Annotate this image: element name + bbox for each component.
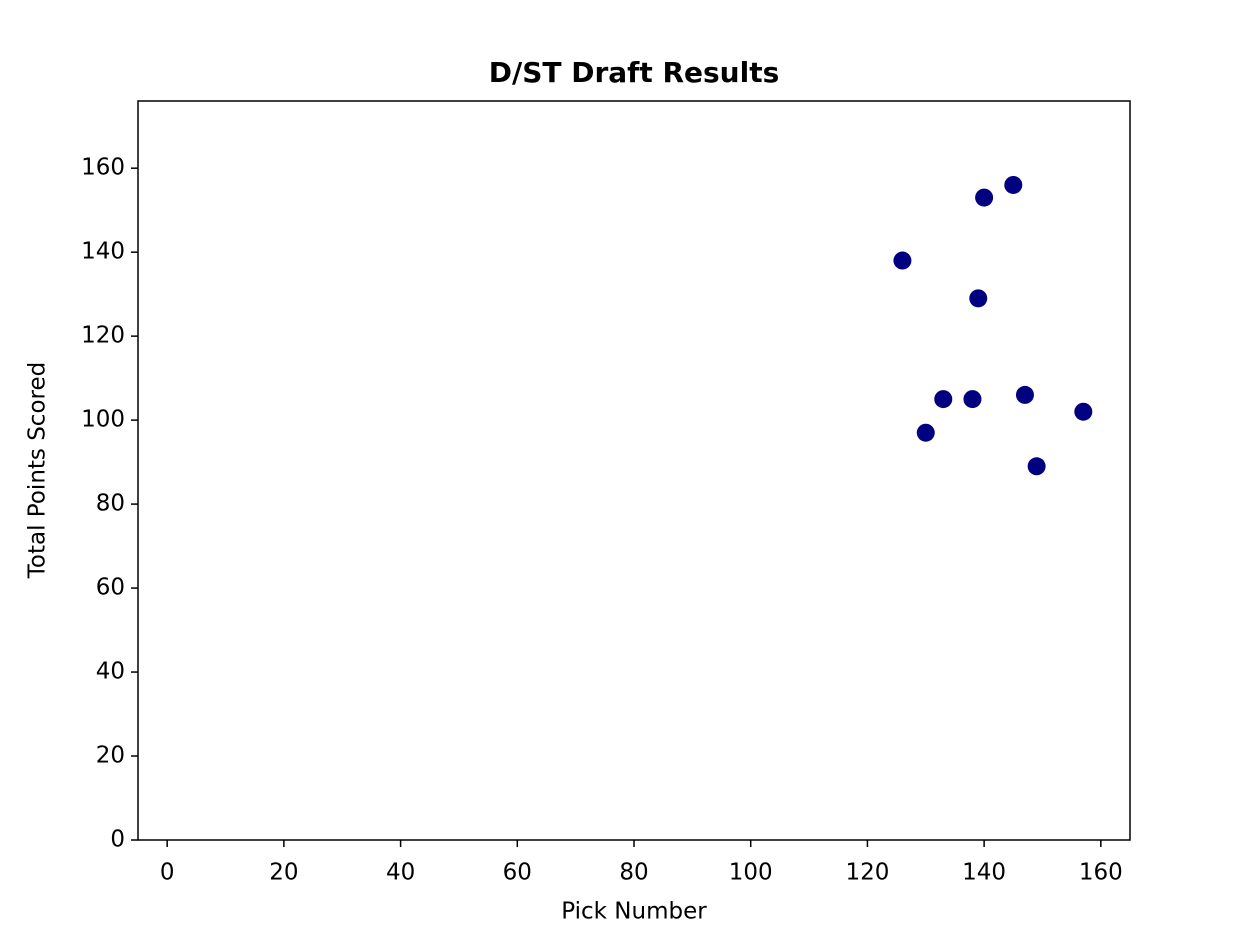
x-tick-label: 160: [1079, 860, 1123, 886]
point: [975, 188, 994, 207]
y-tick-label: 80: [96, 491, 125, 517]
x-tick-label: 100: [729, 860, 773, 886]
x-tick-label: 0: [160, 860, 175, 886]
x-tick-label: 40: [386, 860, 415, 886]
x-axis-label: Pick Number: [561, 899, 707, 925]
point: [969, 289, 988, 308]
point: [1027, 457, 1046, 476]
point: [916, 423, 935, 442]
y-tick-label: 160: [81, 155, 125, 181]
y-tick-label: 20: [96, 743, 125, 769]
x-tick-label: 80: [619, 860, 648, 886]
x-tick-label: 140: [962, 860, 1006, 886]
x-tick-label: 20: [269, 860, 298, 886]
point: [1015, 385, 1034, 404]
y-tick-label: 60: [96, 575, 125, 601]
y-tick-label: 0: [110, 827, 125, 853]
point: [934, 390, 953, 409]
x-tick-label: 60: [503, 860, 532, 886]
point: [1004, 175, 1023, 194]
chart-title: D/ST Draft Results: [489, 56, 780, 89]
y-axis-label: Total Points Scored: [25, 362, 51, 579]
y-tick-label: 120: [81, 323, 125, 349]
y-tick-label: 100: [81, 407, 125, 433]
point: [1074, 402, 1093, 421]
point: [893, 251, 912, 270]
point: [963, 390, 982, 409]
y-tick-label: 140: [81, 239, 125, 265]
x-tick-label: 120: [845, 860, 889, 886]
y-tick-label: 40: [96, 659, 125, 685]
